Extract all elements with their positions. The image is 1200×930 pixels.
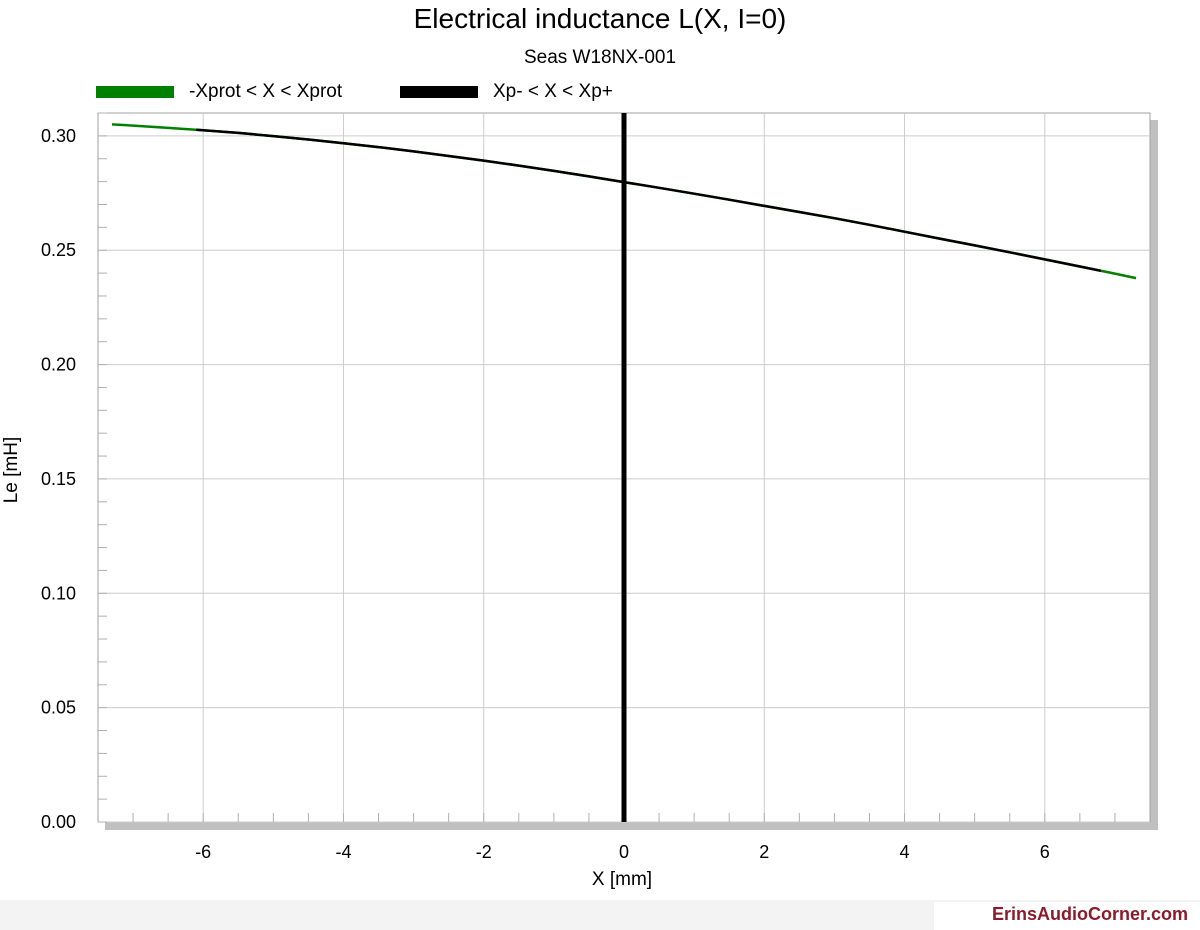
minor-ticks xyxy=(98,112,1116,823)
x-tick-label: 6 xyxy=(1040,842,1050,862)
legend: -Xprot < X < Xprot Xp- < X < Xp+ xyxy=(96,81,613,102)
plot-shadow-right xyxy=(1150,120,1158,829)
y-tick-labels: 0.00 0.05 0.10 0.15 0.20 0.25 0.30 xyxy=(41,126,76,832)
x-axis-label: X [mm] xyxy=(592,869,652,890)
legend-label-1: Xp- < X < Xp+ xyxy=(493,81,613,102)
legend-swatch-0 xyxy=(96,86,174,98)
x-tick-label: -6 xyxy=(195,842,211,862)
x-tick-label: 4 xyxy=(900,842,910,862)
y-tick-label: 0.00 xyxy=(41,812,76,832)
y-tick-label: 0.15 xyxy=(41,469,76,489)
y-axis-label: Le [mH] xyxy=(1,437,22,504)
x-tick-label: 0 xyxy=(619,842,629,862)
y-tick-label: 0.25 xyxy=(41,240,76,260)
x-tick-labels: -6 -4 -2 0 2 4 6 xyxy=(195,842,1050,862)
x-tick-label: 2 xyxy=(759,842,769,862)
chart-title: Electrical inductance L(X, I=0) xyxy=(414,3,787,34)
y-tick-label: 0.20 xyxy=(41,355,76,375)
legend-label-0: -Xprot < X < Xprot xyxy=(189,81,343,102)
series-line-1 xyxy=(196,128,1102,273)
plot-shadow-bottom xyxy=(105,822,1158,830)
chart-subtitle: Seas W18NX-001 xyxy=(524,47,676,68)
y-tick-label: 0.10 xyxy=(41,583,76,603)
x-tick-label: -4 xyxy=(335,842,351,862)
y-tick-label: 0.30 xyxy=(41,126,76,146)
watermark: ErinsAudioCorner.com xyxy=(991,904,1188,924)
plot-shadow xyxy=(105,120,1158,830)
y-tick-label: 0.05 xyxy=(41,698,76,718)
footer-box xyxy=(934,902,1200,930)
legend-swatch-1 xyxy=(400,86,478,98)
x-tick-label: -2 xyxy=(476,842,492,862)
